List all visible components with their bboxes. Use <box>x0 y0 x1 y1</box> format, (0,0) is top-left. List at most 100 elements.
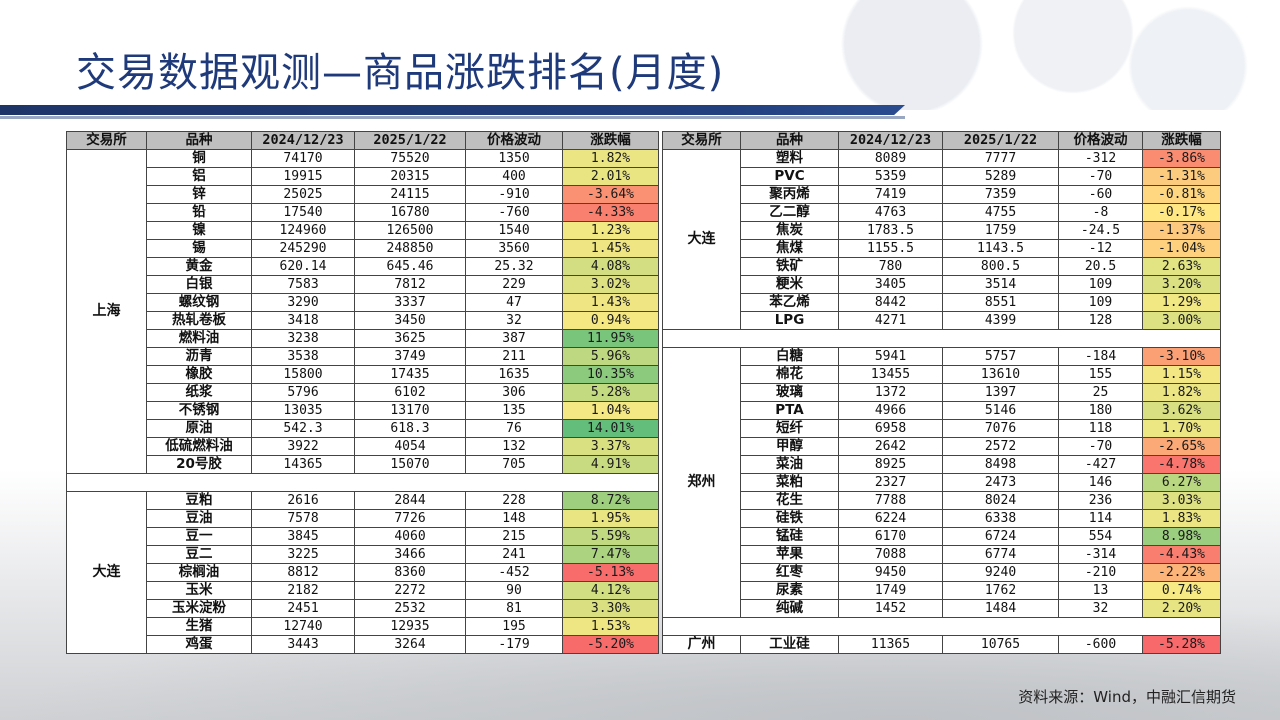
price-end-cell: 13610 <box>942 365 1059 384</box>
pct-change-cell: 14.01% <box>562 419 659 438</box>
price-start-cell: 8089 <box>838 149 943 168</box>
price-start-cell: 124960 <box>251 221 355 240</box>
table-row: 豆一 3845 4060 215 5.59% <box>67 527 659 546</box>
table-row: 郑州 白糖 5941 5757 -184 -3.10% <box>662 347 1221 618</box>
pct-change-cell: 3.20% <box>1142 275 1221 294</box>
pct-change-cell: -5.28% <box>1142 635 1221 654</box>
separator-cell <box>662 617 1221 636</box>
table-row: PVC 5359 5289 -70 -1.31% <box>663 167 1221 186</box>
variety-cell: 螺纹钢 <box>146 293 252 312</box>
price-end-cell: 7812 <box>354 275 466 294</box>
price-end-cell: 126500 <box>354 221 466 240</box>
price-change-cell: -12 <box>1058 239 1143 258</box>
pct-change-cell: 3.00% <box>1142 311 1221 330</box>
variety-cell: LPG <box>740 311 839 330</box>
price-change-cell: 148 <box>465 509 563 528</box>
variety-cell: 聚丙烯 <box>740 185 839 204</box>
price-start-cell: 1452 <box>838 599 943 618</box>
price-end-cell: 3514 <box>942 275 1059 294</box>
price-end-cell: 6774 <box>942 545 1059 564</box>
price-end-cell: 6724 <box>942 527 1059 546</box>
pct-change-cell: 3.02% <box>562 275 659 294</box>
price-change-cell: 3560 <box>465 239 563 258</box>
table-row: 上海铜 74170 75520 1350 1.82% <box>66 149 659 474</box>
pct-change-cell: 1.83% <box>1142 509 1221 528</box>
table-row: 锡 245290 248850 3560 1.45% <box>67 239 659 258</box>
price-start-cell: 780 <box>838 257 943 276</box>
pct-change-cell: 1.53% <box>562 617 659 636</box>
table-row: 玉米淀粉 2451 2532 81 3.30% <box>67 599 659 618</box>
pct-change-cell: 4.12% <box>562 581 659 600</box>
pct-change-cell: -4.78% <box>1142 455 1221 474</box>
price-change-cell: 705 <box>465 455 563 474</box>
table-row: 纯碱 1452 1484 32 2.20% <box>663 599 1221 618</box>
table-row: 热轧卷板 3418 3450 32 0.94% <box>67 311 659 330</box>
variety-cell: 20号胶 <box>146 455 252 474</box>
pct-change-cell: 5.59% <box>562 527 659 546</box>
separator-cell <box>662 329 1221 348</box>
pct-change-cell: 7.47% <box>562 545 659 564</box>
title-underline-thin <box>0 116 905 119</box>
price-change-cell: 241 <box>465 545 563 564</box>
price-change-cell: -184 <box>1058 347 1143 366</box>
variety-cell: 苯乙烯 <box>740 293 839 312</box>
price-change-cell: -312 <box>1058 149 1143 168</box>
price-start-cell: 245290 <box>251 239 355 258</box>
price-start-cell: 4763 <box>838 203 943 222</box>
price-end-cell: 1759 <box>942 221 1059 240</box>
pct-change-cell: 1.04% <box>562 401 659 420</box>
pct-change-cell: -1.37% <box>1142 221 1221 240</box>
price-end-cell: 6338 <box>942 509 1059 528</box>
price-start-cell: 3922 <box>251 437 355 456</box>
pct-change-cell: -0.81% <box>1142 185 1221 204</box>
price-start-cell: 2182 <box>251 581 355 600</box>
pct-change-cell: -1.31% <box>1142 167 1221 186</box>
variety-cell: 棕榈油 <box>146 563 252 582</box>
price-end-cell: 8551 <box>942 293 1059 312</box>
price-start-cell: 13455 <box>838 365 943 384</box>
variety-cell: 沥青 <box>146 347 252 366</box>
pct-change-cell: 1.95% <box>562 509 659 528</box>
price-end-cell: 2572 <box>942 437 1059 456</box>
table-row: LPG 4271 4399 128 3.00% <box>663 311 1221 330</box>
price-end-cell: 3337 <box>354 293 466 312</box>
price-change-cell: 47 <box>465 293 563 312</box>
variety-cell: 玉米 <box>146 581 252 600</box>
price-change-cell: 387 <box>465 329 563 348</box>
variety-cell: 尿素 <box>740 581 839 600</box>
pct-change-cell: 2.20% <box>1142 599 1221 618</box>
table-row: 镍 124960 126500 1540 1.23% <box>67 221 659 240</box>
price-start-cell: 6224 <box>838 509 943 528</box>
variety-cell: 苹果 <box>740 545 839 564</box>
table-row: 红枣 9450 9240 -210 -2.22% <box>663 563 1221 582</box>
price-change-cell: 215 <box>465 527 563 546</box>
pct-change-cell: 2.01% <box>562 167 659 186</box>
price-end-cell: 5289 <box>942 167 1059 186</box>
price-change-cell: 1635 <box>465 365 563 384</box>
price-start-cell: 5359 <box>838 167 943 186</box>
variety-cell: 短纤 <box>740 419 839 438</box>
table-row: PTA 4966 5146 180 3.62% <box>663 401 1221 420</box>
table-row: 苹果 7088 6774 -314 -4.43% <box>663 545 1221 564</box>
price-change-cell: -8 <box>1058 203 1143 222</box>
pct-change-cell: 3.62% <box>1142 401 1221 420</box>
pct-change-cell: -3.86% <box>1142 149 1221 168</box>
price-end-cell: 7076 <box>942 419 1059 438</box>
price-change-cell: 135 <box>465 401 563 420</box>
table-row: 纸浆 5796 6102 306 5.28% <box>67 383 659 402</box>
variety-cell: 粳米 <box>740 275 839 294</box>
price-end-cell: 1484 <box>942 599 1059 618</box>
price-change-cell: 114 <box>1058 509 1143 528</box>
price-change-cell: 118 <box>1058 419 1143 438</box>
variety-cell: 豆一 <box>146 527 252 546</box>
price-start-cell: 5796 <box>251 383 355 402</box>
variety-cell: 铁矿 <box>740 257 839 276</box>
price-start-cell: 3405 <box>838 275 943 294</box>
price-end-cell: 7777 <box>942 149 1059 168</box>
variety-cell: 豆二 <box>146 545 252 564</box>
variety-cell: 铝 <box>146 167 252 186</box>
pct-change-cell: 1.23% <box>562 221 659 240</box>
price-change-cell: 13 <box>1058 581 1143 600</box>
price-start-cell: 25025 <box>251 185 355 204</box>
table-header-row: 交易所 品种 2024/12/23 2025/1/22 价格波动 涨跌幅 <box>66 131 659 150</box>
